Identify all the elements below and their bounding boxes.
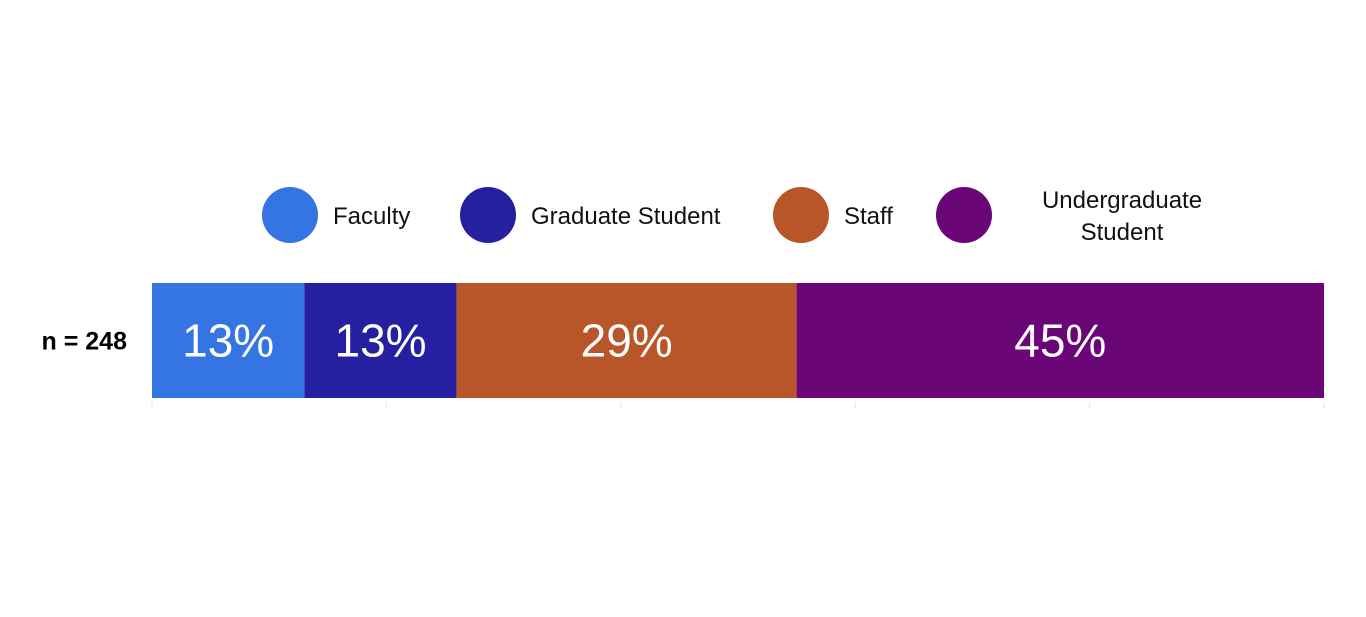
legend-swatch-faculty xyxy=(262,187,318,243)
legend: Faculty Graduate Student Staff Undergraduat… xyxy=(262,187,1202,246)
legend-label-faculty: Faculty xyxy=(333,203,410,230)
bar-segment-undergraduate-student xyxy=(796,283,1324,398)
bar-segment-faculty xyxy=(152,283,305,398)
x-axis-ticks xyxy=(151,402,1325,409)
data-label-faculty: 13% xyxy=(182,315,274,367)
legend-label-undergraduate-student: Undergraduate Student xyxy=(1042,187,1202,246)
legend-label-graduate-student: Graduate Student xyxy=(531,203,721,230)
legend-swatch-staff xyxy=(773,187,829,243)
legend-label-staff: Staff xyxy=(844,203,893,230)
bar-segment-staff xyxy=(456,283,797,398)
legend-swatch-undergraduate-student xyxy=(936,187,992,243)
bar-row: 13% 13% 29% 45% xyxy=(152,283,1324,398)
data-label-staff: 29% xyxy=(581,315,673,367)
bar-segment-graduate-student xyxy=(304,283,457,398)
legend-swatch-graduate-student xyxy=(460,187,516,243)
category-labels: n = 248 xyxy=(42,328,128,356)
data-label-graduate-student: 13% xyxy=(335,315,427,367)
data-label-undergraduate-student: 45% xyxy=(1014,315,1106,367)
category-label: n = 248 xyxy=(42,328,128,356)
